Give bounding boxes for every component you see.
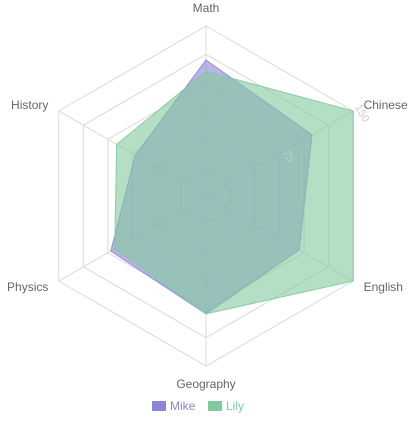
- legend-swatch: [208, 401, 222, 411]
- axis-label-physics: Physics: [7, 280, 48, 294]
- legend-item-mike[interactable]: Mike: [152, 399, 196, 413]
- radar-axis-labels: Math Chinese English Geography Physics Histor…: [7, 1, 408, 391]
- series-area-lily: [114, 70, 354, 315]
- axis-label-geography: Geography: [176, 377, 235, 391]
- axis-label-math: Math: [193, 1, 220, 15]
- radar-series: [110, 59, 354, 315]
- legend: Mike Lily: [152, 399, 244, 413]
- axis-label-history: History: [11, 98, 48, 112]
- tick-label: 75: [280, 148, 297, 165]
- legend-item-lily[interactable]: Lily: [208, 399, 244, 413]
- legend-swatch: [152, 401, 166, 411]
- legend-label: Mike: [170, 399, 196, 413]
- axis-label-chinese: Chinese: [364, 98, 408, 112]
- legend-label: Lily: [226, 399, 244, 413]
- axis-label-english: English: [364, 280, 403, 294]
